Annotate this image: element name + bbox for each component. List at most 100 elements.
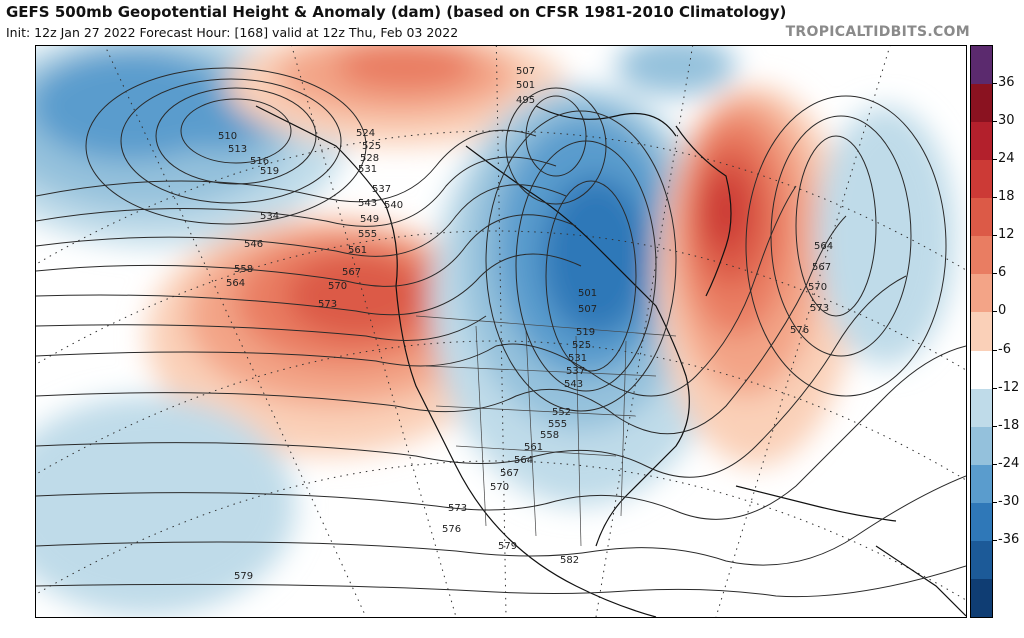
weather-map: 510 513 516 519 534 546 558 564 567 570 … [35, 45, 967, 618]
colorbar-tick [993, 311, 997, 313]
map-title: GEFS 500mb Geopotential Height & Anomaly… [6, 3, 787, 21]
contour-label: 507 [578, 304, 597, 315]
contour-label: 531 [568, 353, 587, 364]
height-contours [36, 67, 966, 598]
contour-label: 579 [498, 541, 517, 552]
colorbar-tick [993, 425, 997, 427]
contour-label: 540 [384, 200, 403, 211]
colorbar-label: -18 [998, 417, 1020, 433]
contour-label: 524 [356, 128, 375, 139]
contour-label: 570 [490, 482, 509, 493]
colorbar-segment [971, 198, 992, 237]
contour-label: 570 [808, 282, 827, 293]
anomaly-fill [36, 46, 956, 616]
colorbar-label: 18 [998, 189, 1015, 205]
contour-label: 501 [578, 288, 597, 299]
colorbar-tick [993, 159, 997, 161]
colorbar-segment [971, 84, 992, 123]
contour-label: 564 [226, 278, 245, 289]
map-canvas: 510 513 516 519 534 546 558 564 567 570 … [36, 46, 966, 617]
contour-label: 519 [260, 166, 279, 177]
contour-label: 519 [576, 327, 595, 338]
contour-label: 552 [552, 407, 571, 418]
contour-label: 495 [516, 95, 535, 106]
colorbar-tick [993, 197, 997, 199]
colorbar-segment [971, 502, 992, 542]
contour-label: 513 [228, 144, 247, 155]
colorbar-label: -24 [998, 455, 1020, 471]
contour-label: 576 [442, 524, 461, 535]
contour-label: 573 [810, 303, 829, 314]
contour-label: 582 [560, 555, 579, 566]
contour-label: 564 [514, 455, 533, 466]
colorbar-segment [971, 388, 992, 428]
colorbar-tick [993, 121, 997, 123]
colorbar-segment [971, 312, 992, 352]
coastlines [255, 105, 966, 617]
colorbar-segment [971, 350, 992, 390]
contour-label: 537 [372, 184, 391, 195]
contour-label: 555 [358, 229, 377, 240]
contour-label: 558 [540, 430, 559, 441]
colorbar-label: 6 [998, 265, 1007, 281]
contour-label: 573 [448, 503, 467, 514]
colorbar-label: -36 [998, 531, 1020, 547]
colorbar-tick [993, 273, 997, 275]
contour-label: 567 [342, 267, 361, 278]
colorbar-label: -12 [998, 379, 1020, 395]
colorbar-tick [993, 463, 997, 465]
colorbar-tick [993, 83, 997, 85]
colorbar-segment [971, 426, 992, 466]
colorbar-segment [971, 540, 992, 580]
colorbar-segment [971, 122, 992, 161]
contour-label: 546 [244, 239, 263, 250]
contour-labels: 510 513 516 519 534 546 558 564 567 570 … [218, 66, 833, 582]
contour-label: 534 [260, 211, 279, 222]
colorbar-segment [971, 578, 992, 618]
contour-label: 579 [234, 571, 253, 582]
colorbar-tick [993, 235, 997, 237]
contour-label: 570 [328, 281, 347, 292]
colorbar-label: -6 [998, 341, 1011, 357]
contour-label: 555 [548, 419, 567, 430]
contour-label: 558 [234, 264, 253, 275]
contour-label: 561 [524, 442, 543, 453]
contour-label: 525 [362, 141, 381, 152]
contour-label: 561 [348, 245, 367, 256]
colorbar-segment [971, 46, 992, 85]
contour-label: 507 [516, 66, 535, 77]
colorbar-segment [971, 464, 992, 504]
colorbar-label: 24 [998, 151, 1015, 167]
contour-label: 531 [358, 164, 377, 175]
contour-label: 501 [516, 80, 535, 91]
brand-watermark[interactable]: TROPICALTIDBITS.COM [785, 24, 970, 40]
colorbar-segment [971, 160, 992, 199]
contour-label: 576 [790, 325, 809, 336]
colorbar-label: 30 [998, 113, 1015, 129]
anomaly-colorbar [970, 45, 993, 618]
colorbar-tick [993, 501, 997, 503]
colorbar-label: 36 [998, 75, 1015, 91]
colorbar-tick [993, 349, 997, 351]
colorbar-label: -30 [998, 493, 1020, 509]
contour-label: 567 [500, 468, 519, 479]
colorbar-segment [971, 274, 992, 313]
contour-label: 564 [814, 241, 833, 252]
colorbar-segment [971, 236, 992, 275]
contour-label: 525 [572, 340, 591, 351]
contour-label: 528 [360, 153, 379, 164]
contour-label: 516 [250, 156, 269, 167]
lat-lon-grid [36, 46, 966, 617]
colorbar-tick [993, 539, 997, 541]
colorbar-label: 12 [998, 227, 1015, 243]
contour-label: 549 [360, 214, 379, 225]
contour-label: 543 [358, 198, 377, 209]
forecast-info: Init: 12z Jan 27 2022 Forecast Hour: [16… [6, 25, 459, 40]
contour-label: 567 [812, 262, 831, 273]
contour-label: 573 [318, 299, 337, 310]
contour-label: 510 [218, 131, 237, 142]
contour-label: 543 [564, 379, 583, 390]
colorbar-label: 0 [998, 303, 1007, 319]
colorbar-tick [993, 387, 997, 389]
contour-label: 537 [566, 366, 585, 377]
